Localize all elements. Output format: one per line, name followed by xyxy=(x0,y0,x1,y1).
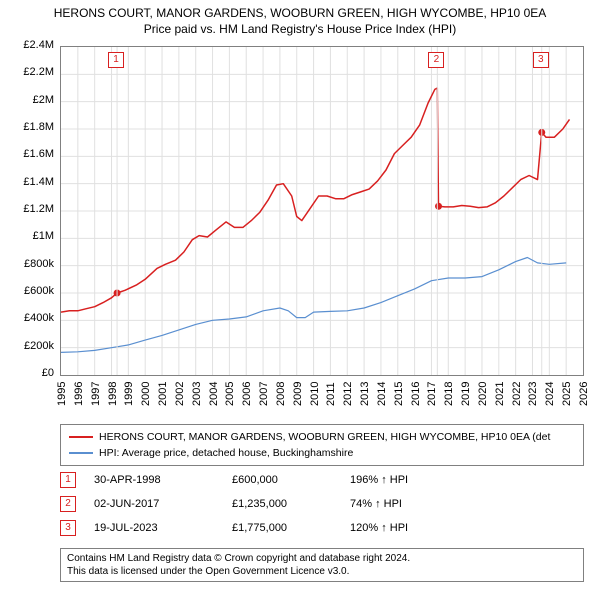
sale-row-marker-2: 2 xyxy=(60,496,76,512)
sale-marker-3: 3 xyxy=(533,52,549,68)
x-tick-label: 2014 xyxy=(376,382,388,406)
legend-row-property: HERONS COURT, MANOR GARDENS, WOOBURN GRE… xyxy=(69,429,575,445)
sale-row-3: 3 19-JUL-2023 £1,775,000 120% ↑ HPI xyxy=(60,516,584,540)
x-tick-label: 2005 xyxy=(224,382,236,406)
x-tick-label: 2018 xyxy=(443,382,455,406)
y-tick-label: £2.2M xyxy=(10,66,54,78)
sale-date: 02-JUN-2017 xyxy=(94,498,214,510)
sale-price: £600,000 xyxy=(232,474,332,486)
chart-title-block: HERONS COURT, MANOR GARDENS, WOOBURN GRE… xyxy=(0,0,600,37)
y-tick-label: £600k xyxy=(10,285,54,297)
chart-svg xyxy=(61,47,583,375)
x-tick-label: 2000 xyxy=(140,382,152,406)
y-tick-label: £1.4M xyxy=(10,176,54,188)
sale-row-marker-3: 3 xyxy=(60,520,76,536)
x-tick-label: 2013 xyxy=(359,382,371,406)
y-tick-label: £1.8M xyxy=(10,121,54,133)
y-tick-label: £1.6M xyxy=(10,148,54,160)
sale-date: 19-JUL-2023 xyxy=(94,522,214,534)
y-tick-label: £200k xyxy=(10,340,54,352)
x-tick-label: 2017 xyxy=(426,382,438,406)
x-tick-label: 2011 xyxy=(325,382,337,406)
attribution-line1: Contains HM Land Registry data © Crown c… xyxy=(67,552,577,565)
sale-marker-1: 1 xyxy=(108,52,124,68)
attribution-box: Contains HM Land Registry data © Crown c… xyxy=(60,548,584,582)
x-tick-label: 2025 xyxy=(561,382,573,406)
x-tick-label: 2015 xyxy=(393,382,405,406)
x-tick-label: 1998 xyxy=(107,382,119,406)
x-tick-label: 2007 xyxy=(258,382,270,406)
sale-marker-2: 2 xyxy=(428,52,444,68)
attribution-line2: This data is licensed under the Open Gov… xyxy=(67,565,577,578)
x-tick-label: 2026 xyxy=(578,382,590,406)
x-tick-label: 2002 xyxy=(174,382,186,406)
chart-plot-area xyxy=(60,46,584,376)
legend-swatch-hpi xyxy=(69,452,93,454)
x-tick-label: 2004 xyxy=(208,382,220,406)
chart-title-line2: Price paid vs. HM Land Registry's House … xyxy=(0,22,600,38)
legend-box: HERONS COURT, MANOR GARDENS, WOOBURN GRE… xyxy=(60,424,584,466)
y-tick-label: £1.2M xyxy=(10,203,54,215)
legend-row-hpi: HPI: Average price, detached house, Buck… xyxy=(69,445,575,461)
x-tick-label: 2016 xyxy=(410,382,422,406)
x-tick-label: 1995 xyxy=(56,382,68,406)
x-tick-label: 2021 xyxy=(494,382,506,406)
sales-table: 1 30-APR-1998 £600,000 196% ↑ HPI 2 02-JUN-20… xyxy=(60,468,584,540)
x-tick-label: 2012 xyxy=(342,382,354,406)
x-tick-label: 2003 xyxy=(191,382,203,406)
page-root: HERONS COURT, MANOR GARDENS, WOOBURN GRE… xyxy=(0,0,600,590)
x-tick-label: 2001 xyxy=(157,382,169,406)
x-tick-label: 2022 xyxy=(511,382,523,406)
x-tick-label: 2024 xyxy=(544,382,556,406)
y-tick-label: £1M xyxy=(10,230,54,242)
x-tick-label: 2008 xyxy=(275,382,287,406)
sale-row-1: 1 30-APR-1998 £600,000 196% ↑ HPI xyxy=(60,468,584,492)
y-tick-label: £800k xyxy=(10,258,54,270)
sale-date: 30-APR-1998 xyxy=(94,474,214,486)
y-tick-label: £2M xyxy=(10,94,54,106)
x-tick-label: 1996 xyxy=(73,382,85,406)
y-tick-label: £2.4M xyxy=(10,39,54,51)
sale-price: £1,235,000 xyxy=(232,498,332,510)
sale-row-marker-1: 1 xyxy=(60,472,76,488)
y-tick-label: £400k xyxy=(10,312,54,324)
sale-price: £1,775,000 xyxy=(232,522,332,534)
sale-hpi-change: 74% ↑ HPI xyxy=(350,498,470,510)
x-tick-label: 2023 xyxy=(527,382,539,406)
legend-label-hpi: HPI: Average price, detached house, Buck… xyxy=(99,447,353,459)
chart-title-line1: HERONS COURT, MANOR GARDENS, WOOBURN GRE… xyxy=(0,6,600,22)
legend-label-property: HERONS COURT, MANOR GARDENS, WOOBURN GRE… xyxy=(99,431,550,443)
x-tick-label: 2020 xyxy=(477,382,489,406)
sale-hpi-change: 196% ↑ HPI xyxy=(350,474,470,486)
x-tick-label: 2006 xyxy=(241,382,253,406)
legend-swatch-property xyxy=(69,436,93,438)
y-tick-label: £0 xyxy=(10,367,54,379)
x-tick-label: 2010 xyxy=(309,382,321,406)
x-tick-label: 2019 xyxy=(460,382,472,406)
x-tick-label: 1999 xyxy=(123,382,135,406)
sale-hpi-change: 120% ↑ HPI xyxy=(350,522,470,534)
x-tick-label: 2009 xyxy=(292,382,304,406)
x-tick-label: 1997 xyxy=(90,382,102,406)
sale-row-2: 2 02-JUN-2017 £1,235,000 74% ↑ HPI xyxy=(60,492,584,516)
